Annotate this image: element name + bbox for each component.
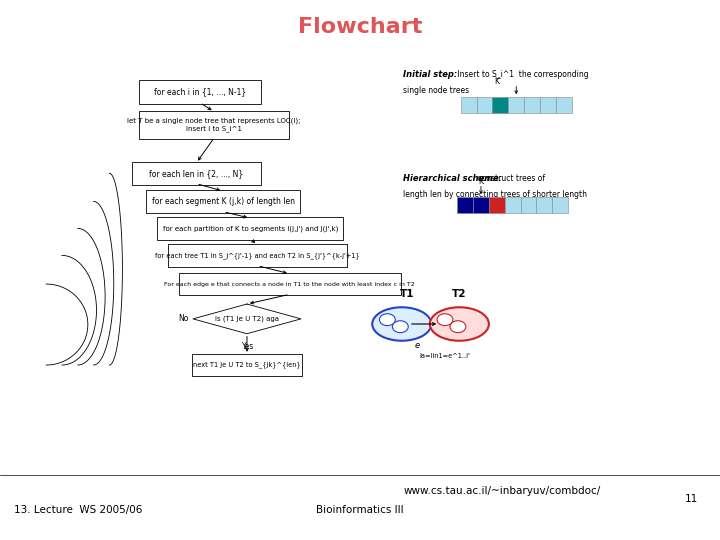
Text: for each partition of K to segments I(j,j') and J(j',k): for each partition of K to segments I(j,… — [163, 225, 338, 232]
FancyBboxPatch shape — [157, 217, 343, 240]
FancyBboxPatch shape — [132, 162, 261, 185]
FancyBboxPatch shape — [139, 111, 289, 139]
Bar — [540, 97, 556, 113]
Text: la=lin1=e^1..i': la=lin1=e^1..i' — [420, 353, 470, 360]
Text: for each tree T1 in S_j^{j'-1} and each T2 in S_{j'}^{k-j'+1}: for each tree T1 in S_j^{j'-1} and each … — [155, 252, 360, 259]
Bar — [477, 97, 492, 113]
Text: Yes: Yes — [242, 342, 255, 351]
Text: K: K — [495, 77, 499, 86]
Bar — [556, 97, 572, 113]
Text: No: No — [179, 314, 189, 323]
Circle shape — [450, 321, 466, 333]
Bar — [536, 197, 552, 213]
Bar — [552, 197, 568, 213]
Text: for each len in {2, ..., N}: for each len in {2, ..., N} — [149, 169, 243, 178]
Text: T1: T1 — [400, 289, 414, 299]
Bar — [521, 197, 536, 213]
Bar — [489, 197, 505, 213]
Bar — [457, 197, 473, 213]
FancyBboxPatch shape — [139, 80, 261, 104]
Text: let T be a single node tree that represents LOC(i);
insert i to S_i^1: let T be a single node tree that represe… — [127, 118, 301, 132]
Text: 11: 11 — [685, 495, 698, 504]
Text: 13. Lecture  WS 2005/06: 13. Lecture WS 2005/06 — [14, 505, 143, 515]
FancyBboxPatch shape — [192, 354, 302, 376]
Bar — [492, 97, 508, 113]
Text: K: K — [479, 177, 483, 186]
Text: construct trees of: construct trees of — [475, 174, 545, 183]
Text: Bioinformatics III: Bioinformatics III — [316, 505, 404, 515]
Circle shape — [392, 321, 408, 333]
Bar — [461, 97, 477, 113]
Text: Flowchart: Flowchart — [298, 17, 422, 37]
Circle shape — [379, 314, 395, 326]
Text: for each i in {1, ..., N-1}: for each i in {1, ..., N-1} — [153, 87, 246, 96]
Text: www.cs.tau.ac.il/~inbaryuv/combdoc/: www.cs.tau.ac.il/~inbaryuv/combdoc/ — [403, 487, 600, 496]
Text: for each segment K (j,k) of length len: for each segment K (j,k) of length len — [152, 197, 294, 206]
FancyBboxPatch shape — [168, 244, 347, 267]
Bar — [524, 97, 540, 113]
Bar — [473, 197, 489, 213]
Text: Initial step:: Initial step: — [403, 70, 457, 79]
FancyBboxPatch shape — [179, 273, 401, 295]
Bar — [505, 197, 521, 213]
Ellipse shape — [372, 307, 431, 341]
Bar — [508, 97, 524, 113]
Text: is (T1 Je U T2) aga: is (T1 Je U T2) aga — [215, 315, 279, 322]
Text: e: e — [415, 341, 420, 350]
Text: T2: T2 — [452, 289, 467, 299]
Text: Insert to S_i^1  the corresponding: Insert to S_i^1 the corresponding — [455, 70, 589, 79]
Circle shape — [437, 314, 453, 326]
Text: next T1 Je U T2 to S_{jk}^{len}: next T1 Je U T2 to S_{jk}^{len} — [193, 362, 301, 368]
Text: Hierarchical scheme:: Hierarchical scheme: — [403, 174, 503, 183]
Text: length len by connecting trees of shorter length: length len by connecting trees of shorte… — [403, 190, 588, 199]
Text: single node trees: single node trees — [403, 86, 469, 96]
Ellipse shape — [430, 307, 489, 341]
FancyBboxPatch shape — [146, 190, 300, 213]
Text: For each edge e that connects a node in T1 to the node with least index c in T2: For each edge e that connects a node in … — [164, 281, 415, 287]
